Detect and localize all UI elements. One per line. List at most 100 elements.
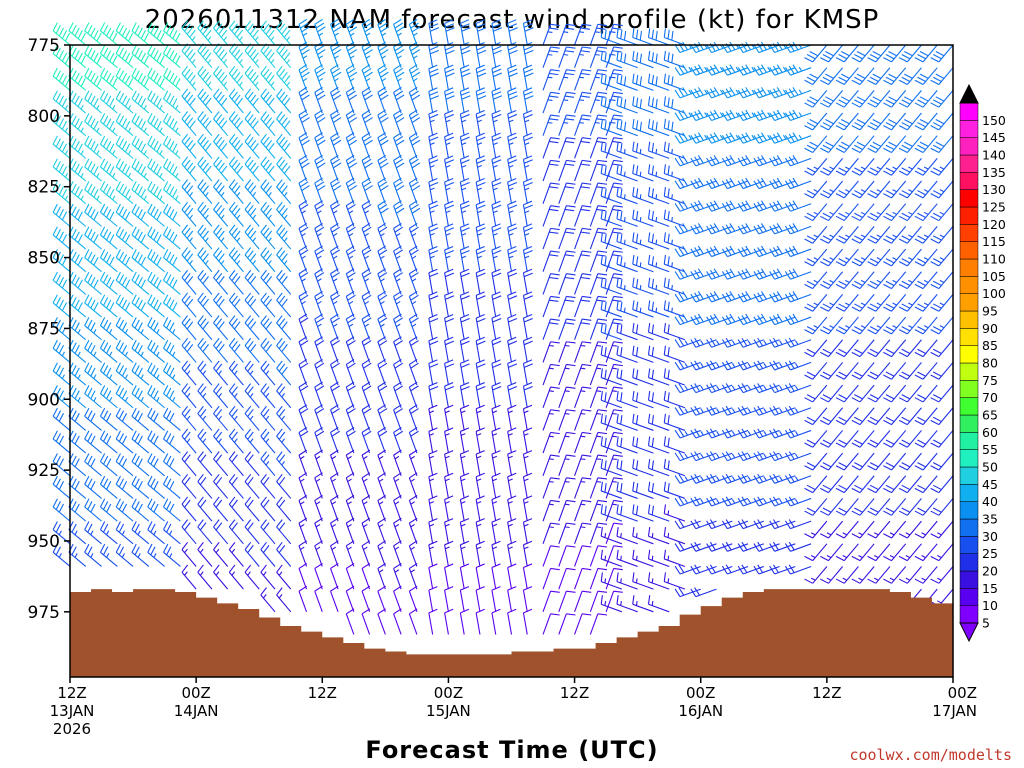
barb-staff xyxy=(52,279,71,295)
barb-half-feather xyxy=(220,260,225,265)
barb-feather xyxy=(262,318,270,327)
barb-feather xyxy=(396,207,405,214)
barb-feather xyxy=(202,185,209,194)
barb-staff xyxy=(393,500,402,522)
barb-half-feather xyxy=(410,523,415,528)
barb-staff xyxy=(163,438,181,454)
barb-half-feather xyxy=(317,278,322,282)
wind-barb xyxy=(377,495,386,522)
wind-barb xyxy=(632,73,654,91)
barb-staff xyxy=(542,160,552,182)
wind-barb xyxy=(330,472,339,499)
barb-feather xyxy=(147,521,153,530)
wind-barb xyxy=(393,222,404,250)
barb-staff xyxy=(361,92,371,114)
barb-feather xyxy=(444,246,454,251)
wind-barb xyxy=(131,543,150,567)
barb-half-feather xyxy=(378,523,384,528)
barb-half-feather xyxy=(207,81,212,87)
barb-feather xyxy=(651,369,655,380)
barb-half-feather xyxy=(236,237,241,242)
barb-feather xyxy=(281,94,288,103)
barb-feather xyxy=(315,385,325,392)
barb-feather xyxy=(632,436,635,446)
barb-staff xyxy=(361,160,371,182)
barb-feather xyxy=(153,481,159,490)
wind-barb xyxy=(605,499,623,522)
barb-feather xyxy=(244,179,252,188)
wind-barb xyxy=(475,359,486,386)
wind-barb xyxy=(647,300,670,318)
barb-staff xyxy=(100,257,118,273)
barb-feather xyxy=(616,254,619,265)
wind-barb xyxy=(475,608,485,635)
wind-barb xyxy=(647,186,670,205)
wind-barb xyxy=(605,409,623,431)
barb-half-feather xyxy=(93,328,97,334)
wind-barb xyxy=(616,186,638,205)
wind-barb xyxy=(605,318,623,340)
barb-staff xyxy=(260,503,276,522)
barb-feather xyxy=(134,115,140,125)
barb-feather xyxy=(476,340,486,346)
barb-feather xyxy=(613,227,623,231)
barb-feather xyxy=(228,292,236,301)
wind-barb xyxy=(99,181,118,205)
barb-staff xyxy=(393,522,402,544)
barb-feather xyxy=(220,52,228,61)
barb-staff xyxy=(298,318,308,340)
barb-feather xyxy=(348,94,358,101)
barb-feather xyxy=(524,95,534,100)
barb-feather xyxy=(523,181,533,187)
wind-barb xyxy=(163,317,181,341)
barb-feather xyxy=(475,563,485,568)
wind-barb xyxy=(647,73,670,91)
wind-barb xyxy=(314,177,326,204)
barb-feather xyxy=(620,437,623,448)
barb-feather xyxy=(121,458,128,468)
wind-barb xyxy=(228,133,244,159)
barb-staff xyxy=(444,590,449,612)
barb-staff xyxy=(213,526,229,545)
barb-feather xyxy=(671,99,674,109)
wind-barb xyxy=(314,495,323,522)
barb-feather xyxy=(189,120,196,129)
barb-feather xyxy=(115,158,121,168)
barb-feather xyxy=(169,481,175,490)
barb-staff xyxy=(147,393,165,409)
barb-feather xyxy=(163,453,169,462)
barb-half-feather xyxy=(332,278,338,282)
wind-barb xyxy=(377,86,389,114)
barb-feather xyxy=(115,67,121,77)
wind-barb xyxy=(507,87,518,114)
wind-barb xyxy=(361,472,371,499)
wind-barb xyxy=(330,132,342,159)
wind-barb xyxy=(444,291,455,318)
barb-feather xyxy=(491,200,501,206)
barb-half-feather xyxy=(410,501,415,505)
barb-half-feather xyxy=(411,323,417,328)
barb-feather xyxy=(444,382,454,387)
barb-feather xyxy=(115,317,121,326)
barb-feather xyxy=(347,317,356,324)
barb-feather xyxy=(80,78,86,87)
barb-feather xyxy=(523,136,533,142)
barb-feather xyxy=(184,91,191,100)
wind-barb xyxy=(663,118,686,137)
barb-feather xyxy=(197,247,204,256)
barb-half-feather xyxy=(61,374,65,379)
barb-feather xyxy=(99,362,106,372)
wind-barb xyxy=(616,459,638,477)
barb-feather xyxy=(363,317,372,324)
barb-feather xyxy=(184,227,191,236)
barb-feather xyxy=(134,365,140,374)
barb-feather xyxy=(156,256,162,266)
barb-staff xyxy=(574,69,583,91)
barb-feather xyxy=(491,540,501,546)
wind-barb xyxy=(459,382,470,408)
barb-feather xyxy=(332,49,342,55)
barb-feather xyxy=(172,234,178,243)
barb-staff xyxy=(507,567,513,590)
barb-feather xyxy=(409,563,418,569)
barb-feather xyxy=(332,139,342,146)
